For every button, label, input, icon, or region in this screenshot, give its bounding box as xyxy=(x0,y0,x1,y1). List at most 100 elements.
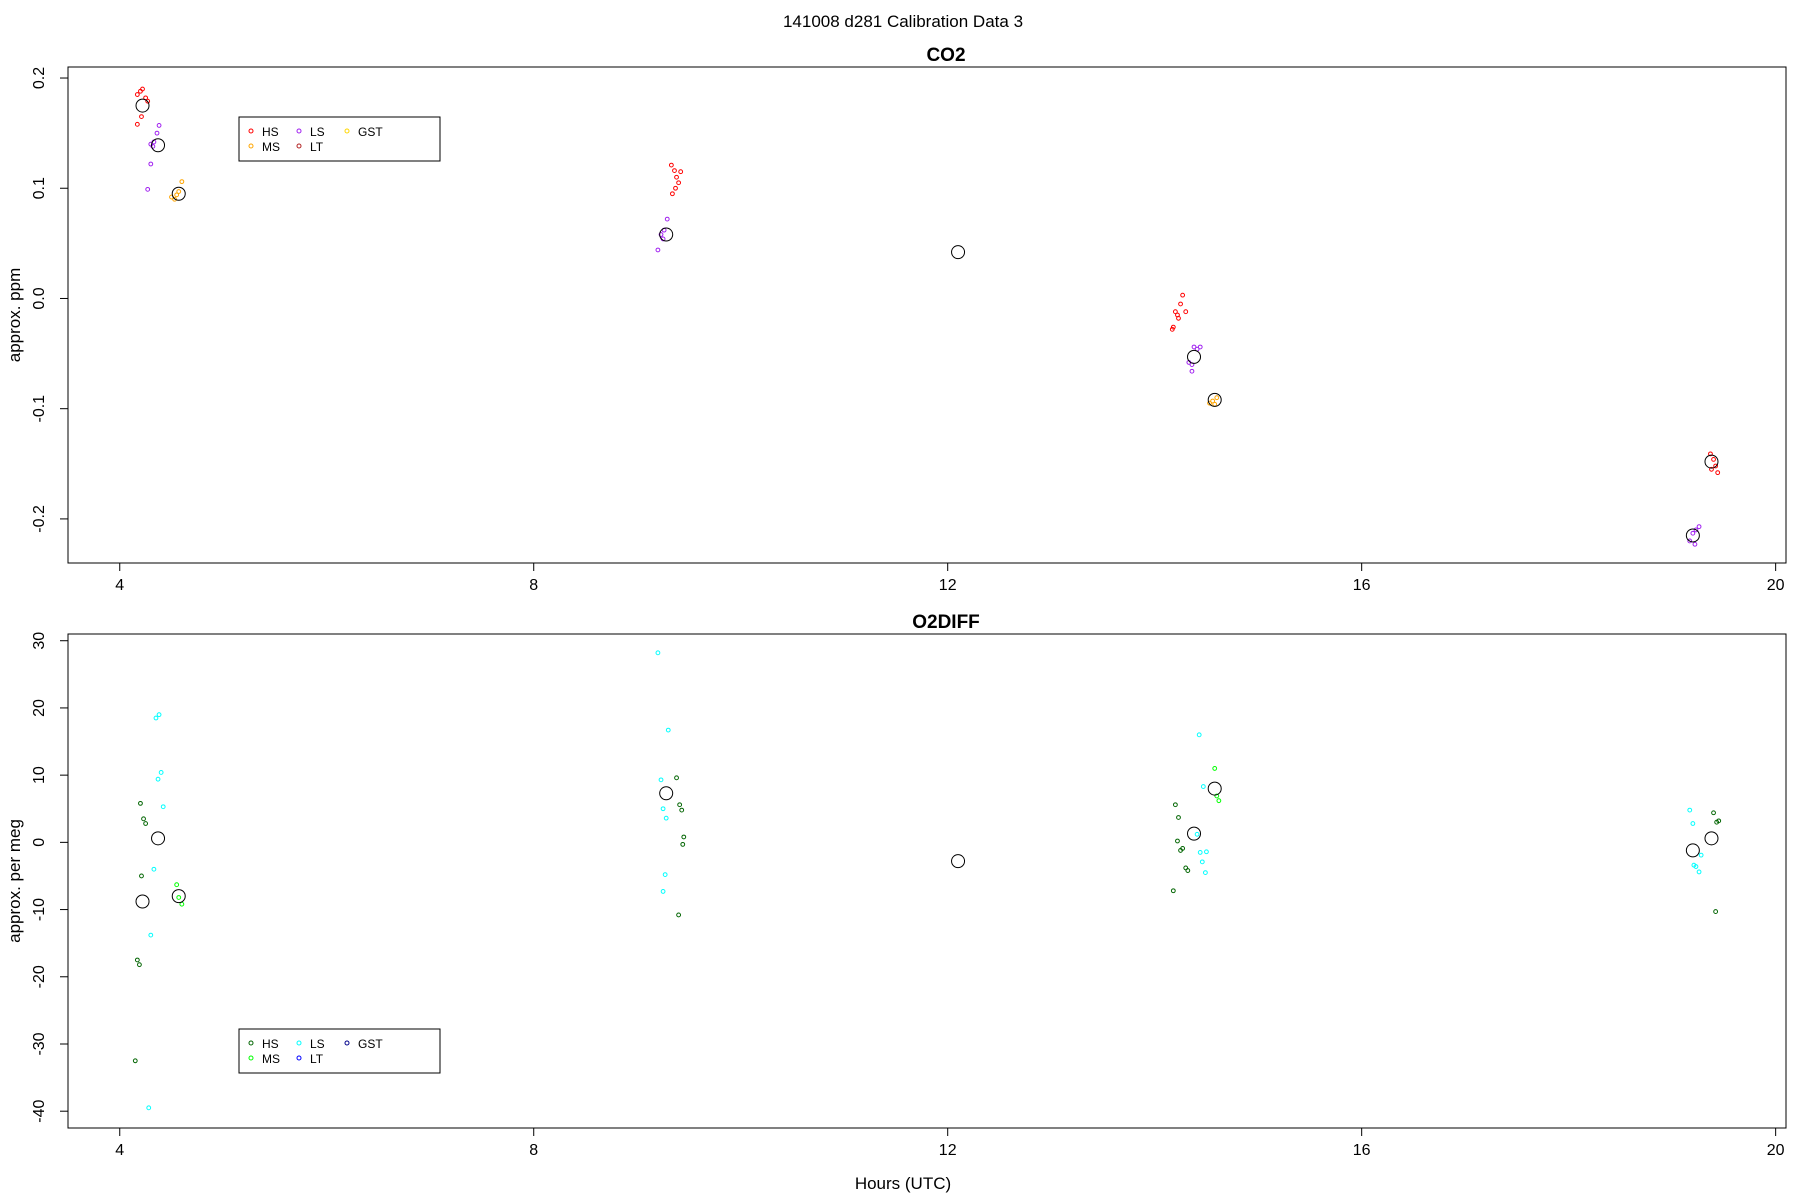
o2diff-point-ls xyxy=(1698,852,1704,858)
o2diff-point-hs xyxy=(1176,815,1181,820)
co2-point-hs xyxy=(1176,315,1181,321)
o2diff-point-ls xyxy=(655,650,661,656)
o2diff-mean-marker xyxy=(135,894,150,909)
o2diff-point-ls xyxy=(660,889,666,894)
co2-point-hs xyxy=(1715,470,1721,476)
o2diff-legend-marker-ms xyxy=(248,1055,254,1061)
o2diff-y-tick-label: 10 xyxy=(31,766,48,784)
co2-point-hs xyxy=(1172,309,1178,315)
o2diff-point-hs xyxy=(138,800,143,806)
co2-point-hs xyxy=(1183,309,1189,315)
o2diff-x-tick-label: 20 xyxy=(1767,1142,1785,1159)
co2-point-hs xyxy=(1711,456,1716,462)
o2diff-point-ls xyxy=(662,872,668,878)
co2-mean-marker xyxy=(135,98,150,113)
co2-point-ls xyxy=(150,143,156,149)
co2-point-ls xyxy=(1687,538,1693,544)
co2-point-hs xyxy=(140,86,145,92)
o2diff-y-tick-label: 20 xyxy=(31,699,48,717)
o2diff-point-ls xyxy=(148,932,154,938)
o2diff-y-tick-label: -40 xyxy=(31,1100,48,1123)
co2-point-ms xyxy=(1214,395,1220,401)
co2-point-ls xyxy=(148,161,154,167)
o2diff-legend-label-lt: LT xyxy=(310,1052,324,1066)
co2-point-hs xyxy=(1180,292,1186,298)
o2diff-point-hs xyxy=(674,775,679,781)
plot-panels: CO2 approx. ppm 4 8 12 16 20 -0.2 -0.1 0.0 0.1 0.2 H… xyxy=(5,45,1787,1159)
co2-mean-marker xyxy=(659,227,674,242)
o2diff-point-ls xyxy=(1690,821,1696,826)
o2diff-mean-marker xyxy=(1704,831,1719,846)
co2-point-ls xyxy=(1690,530,1696,536)
o2diff-point-hs xyxy=(676,912,682,918)
figure-title: 141008 d281 Calibration Data 3 xyxy=(783,12,1023,31)
co2-legend-marker-lt xyxy=(296,143,302,149)
o2diff-legend-marker-gst xyxy=(344,1040,350,1046)
o2diff-point-ls xyxy=(1687,807,1693,813)
co2-legend-label-gst: GST xyxy=(358,125,383,139)
co2-point-ls xyxy=(1191,344,1197,350)
o2diff-point-ls xyxy=(658,777,664,783)
co2-point-hs xyxy=(673,185,678,191)
o2diff-point-hs xyxy=(1180,846,1186,851)
o2diff-point-hs xyxy=(1170,888,1176,894)
co2-point-ms xyxy=(176,189,182,194)
o2diff-point-ls xyxy=(1696,869,1702,875)
o2diff-point-hs xyxy=(1175,838,1180,844)
o2diff-y-tick-label: -30 xyxy=(31,1032,48,1055)
o2diff-point-ls xyxy=(1199,859,1205,865)
o2diff-point-ls xyxy=(1202,870,1208,875)
co2-point-hs xyxy=(139,114,144,119)
o2diff-y-tick-label: -10 xyxy=(31,898,48,921)
o2diff-legend-marker-lt xyxy=(296,1055,302,1061)
o2diff-point-ls xyxy=(156,712,162,718)
co2-mean-marker xyxy=(1704,454,1719,469)
o2diff-point-hs xyxy=(679,807,685,813)
o2diff-x-tick-label: 16 xyxy=(1353,1142,1371,1159)
co2-point-ls xyxy=(156,123,162,128)
co2-y-tick-label: 0.0 xyxy=(31,287,48,309)
co2-point-ls xyxy=(1197,344,1203,350)
o2diff-legend-box xyxy=(238,1028,441,1074)
co2-x-tick-label: 16 xyxy=(1353,577,1371,594)
co2-point-hs xyxy=(1709,466,1714,472)
o2diff-point-ms xyxy=(1214,793,1220,799)
o2diff-x-tick-label: 8 xyxy=(529,1142,538,1159)
o2diff-x-tick-label: 12 xyxy=(939,1142,957,1159)
o2diff-point-hs xyxy=(681,834,687,840)
co2-point-hs xyxy=(145,98,151,104)
o2diff-point-hs xyxy=(132,1058,138,1064)
o2diff-point-hs xyxy=(1713,909,1719,914)
co2-y-tick-label: -0.1 xyxy=(31,395,48,423)
o2diff-y-tick-label: -20 xyxy=(31,965,48,988)
o2diff-mean-marker xyxy=(951,854,966,869)
co2-point-ls xyxy=(664,216,670,222)
co2-point-hs xyxy=(1713,463,1719,469)
o2diff-point-hs xyxy=(677,802,683,808)
o2diff-legend-marker-hs xyxy=(248,1040,254,1046)
co2-legend-label-hs: HS xyxy=(262,125,279,139)
co2-point-ls xyxy=(1692,541,1698,547)
co2-y-tick-label: 0.2 xyxy=(31,67,48,89)
o2diff-point-hs xyxy=(1711,810,1716,816)
co2-point-hs xyxy=(1708,451,1713,457)
co2-point-ms xyxy=(179,179,185,185)
o2diff-point-ls xyxy=(146,1105,152,1111)
co2-title: CO2 xyxy=(926,45,965,66)
o2diff-point-ls xyxy=(1196,732,1202,738)
co2-y-tick-label: 0.1 xyxy=(31,177,48,199)
o2diff-point-ls xyxy=(155,776,161,782)
o2diff-y-tick-label: 0 xyxy=(31,838,48,847)
co2-point-ls xyxy=(655,247,661,253)
o2diff-point-hs xyxy=(141,816,146,822)
o2diff-point-hs xyxy=(137,962,142,968)
co2-point-hs xyxy=(672,168,677,174)
o2diff-title: O2DIFF xyxy=(912,612,980,633)
co2-x-tick-label: 20 xyxy=(1767,577,1785,594)
co2-point-hs xyxy=(1170,324,1176,330)
co2-legend-label-ls: LS xyxy=(310,125,325,139)
o2diff-x-tick-label: 4 xyxy=(115,1142,124,1159)
co2-point-ms xyxy=(1210,398,1216,404)
co2-point-hs xyxy=(670,191,675,197)
